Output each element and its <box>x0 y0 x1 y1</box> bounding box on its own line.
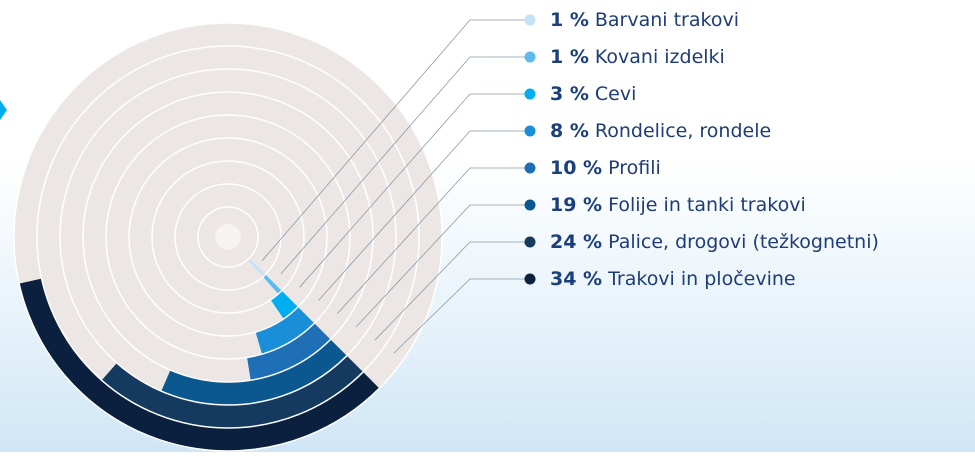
legend-label: 1 % Kovani izdelki <box>550 46 725 68</box>
ring-arc <box>101 355 364 428</box>
legend-label: 24 % Palice, drogovi (težkognetni) <box>550 231 879 253</box>
legend-value: 24 % <box>550 231 602 253</box>
ring-separator <box>36 45 420 429</box>
ring-separator <box>13 22 443 452</box>
legend-dot <box>524 199 536 211</box>
leader-line <box>299 93 525 288</box>
leader-line <box>261 19 525 262</box>
legend-name: Folije in tanki trakovi <box>608 194 806 216</box>
legend-label: 8 % Rondelice, rondele <box>550 120 771 142</box>
leader-line <box>318 130 525 301</box>
ring-separator <box>197 206 259 268</box>
legend-dot <box>524 51 536 63</box>
legend-name: Barvani trakovi <box>595 9 739 31</box>
ring-separator <box>174 183 282 291</box>
legend-value: 8 % <box>550 120 589 142</box>
ring-separator <box>82 91 374 383</box>
legend-name: Palice, drogovi (težkognetni) <box>608 231 879 253</box>
leader-line <box>374 241 525 341</box>
legend-dot <box>524 236 536 248</box>
ring-arc <box>270 290 299 319</box>
legend-dot <box>524 88 536 100</box>
arrow-icon <box>0 100 7 120</box>
legend-name: Kovani izdelki <box>595 46 725 68</box>
ring-separator <box>128 137 328 337</box>
leader-line <box>355 204 525 328</box>
leader-line <box>393 278 525 354</box>
legend-label: 3 % Cevi <box>550 83 636 105</box>
legend-value: 34 % <box>550 268 602 290</box>
ring-arc <box>246 323 331 381</box>
legend-dot <box>524 273 536 285</box>
ring-arc <box>262 274 282 295</box>
legend-dot <box>524 125 536 137</box>
legend-label: 10 % Profili <box>550 157 661 179</box>
legend-name: Trakovi in pločevine <box>607 268 796 290</box>
ring-separator <box>59 68 397 406</box>
legend-value: 19 % <box>550 194 602 216</box>
legend-dot <box>524 162 536 174</box>
ring-arc <box>19 278 380 451</box>
ring-arc <box>255 306 315 355</box>
legend-label: 19 % Folije in tanki trakovi <box>550 194 806 216</box>
legend-dot <box>524 14 536 26</box>
leader-line <box>280 56 525 275</box>
leader-line <box>337 167 525 314</box>
legend-value: 1 % <box>550 9 589 31</box>
legend-value: 10 % <box>550 157 602 179</box>
legend-name: Rondelice, rondele <box>595 120 771 142</box>
legend-value: 1 % <box>550 46 589 68</box>
legend-label: 34 % Trakovi in pločevine <box>550 268 796 290</box>
ring-arc <box>161 339 347 405</box>
legend-name: Cevi <box>595 83 636 105</box>
legend-value: 3 % <box>550 83 589 105</box>
center-dot <box>215 224 241 250</box>
legend-label: 1 % Barvani trakovi <box>550 9 739 31</box>
ring-arc <box>247 258 266 277</box>
legend-name: Profili <box>608 157 661 179</box>
ring-separator <box>105 114 351 360</box>
ring-separator <box>151 160 305 314</box>
